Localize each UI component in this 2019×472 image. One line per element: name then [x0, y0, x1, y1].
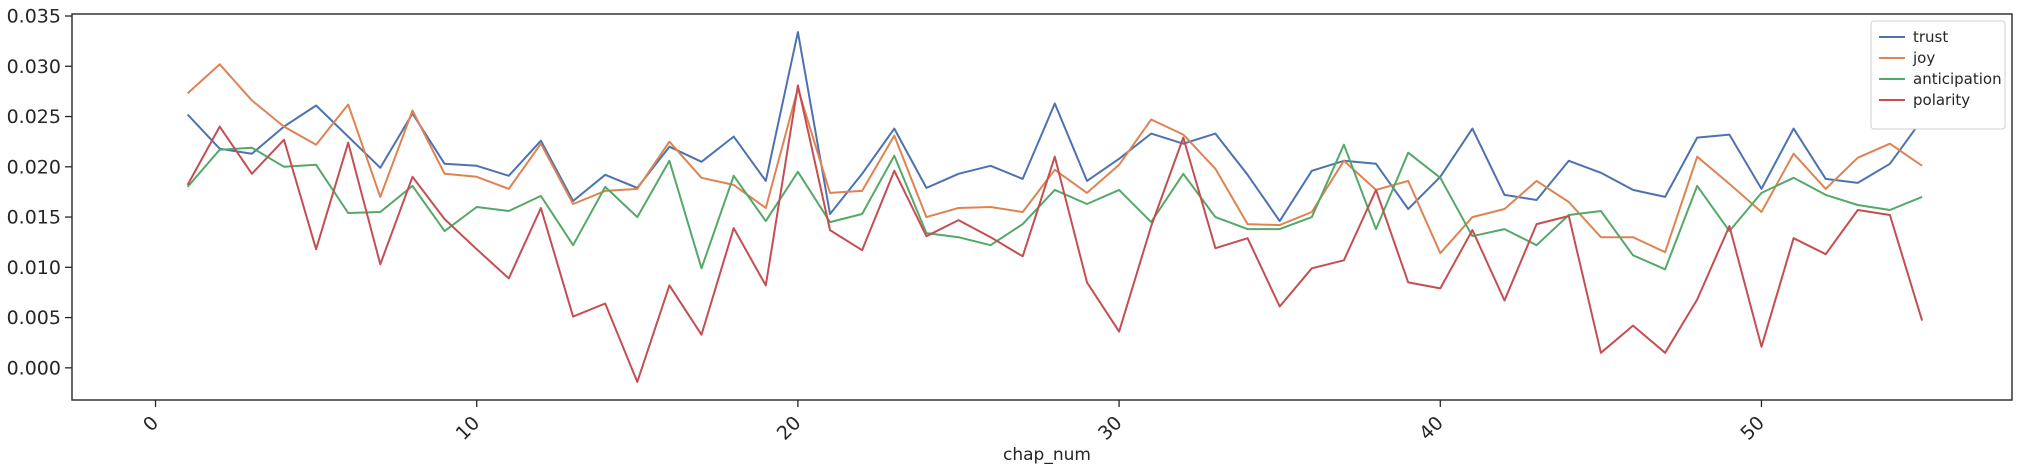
- y-tick-label: 0.025: [7, 106, 61, 128]
- y-axis: 0.000 0.005 0.010 0.015 0.020 0.025 0.030 0.035: [7, 6, 72, 379]
- legend-box: [1870, 20, 2006, 130]
- series-line-polarity: [186, 84, 1924, 383]
- series-lines: [186, 31, 1924, 383]
- y-tick-label: 0.005: [7, 307, 61, 329]
- legend-label-trust: trust: [1913, 28, 1948, 46]
- legend: trust joy anticipation polarity: [1870, 20, 2006, 130]
- series-line-trust: [186, 31, 1923, 223]
- y-tick-label: 0.010: [7, 257, 61, 279]
- x-axis-label: chap_num: [1003, 445, 1091, 465]
- y-tick-label: 0.035: [7, 6, 61, 28]
- legend-label-polarity: polarity: [1913, 91, 1970, 109]
- y-tick-label: 0.020: [7, 156, 61, 178]
- y-tick-label: 0.030: [7, 56, 61, 78]
- legend-label-joy: joy: [1912, 49, 1935, 67]
- legend-label-anticipation: anticipation: [1913, 70, 2002, 88]
- series-line-anticipation: [186, 143, 1923, 271]
- series-line-joy: [186, 63, 1923, 255]
- y-tick-label: 0.015: [7, 207, 61, 229]
- y-tick-label: 0.000: [7, 357, 61, 379]
- plot-frame: [71, 13, 2013, 401]
